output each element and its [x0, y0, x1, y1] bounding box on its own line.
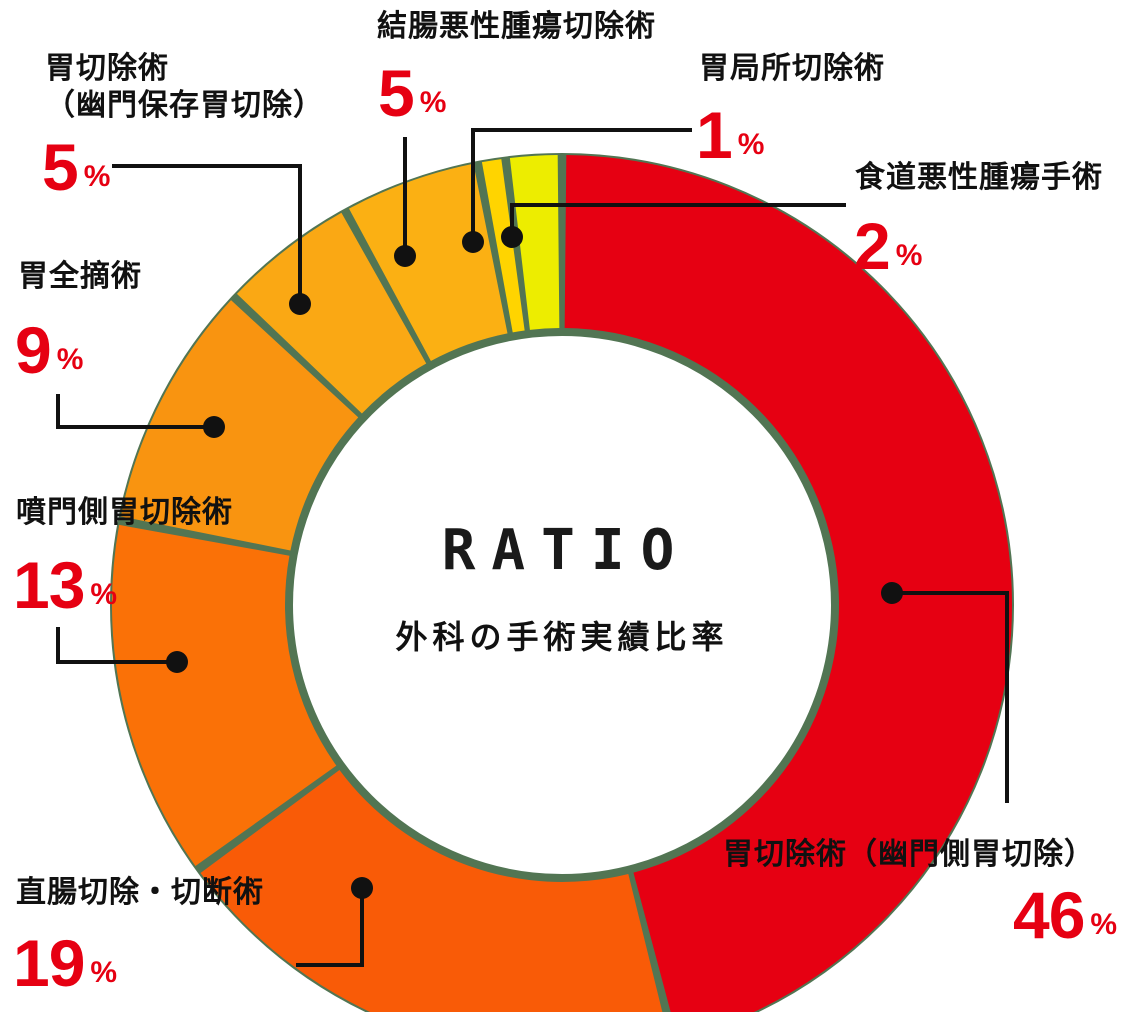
chart-subtitle: 外科の手術実績比率	[395, 619, 729, 655]
callout-label-local-gastrectomy: 胃局所切除術	[699, 52, 885, 85]
callout-label-distal-gastrectomy: 胃切除術（幽門側胃切除）	[723, 838, 1095, 871]
percent-sign: %	[737, 128, 765, 162]
donut-segment-3	[120, 300, 359, 551]
callout-percent-esophageal-tumor-surgery: 2 %	[854, 209, 923, 283]
leader-dot-2	[462, 231, 484, 253]
callout-percent-proximal-gastrectomy: 13 %	[13, 548, 118, 622]
leader-line-2	[471, 128, 692, 242]
donut-segment-0	[564, 155, 1012, 1012]
callout-label-colon-tumor-resection: 結腸悪性腫瘍切除術	[377, 10, 656, 43]
leader-line-4	[56, 394, 214, 429]
callout-percent-colon-tumor-resection: 5 %	[378, 56, 447, 130]
callout-percent-distal-gastrectomy: 46 %	[1013, 878, 1118, 952]
donut-segment-4	[236, 212, 427, 414]
callout-percent-pylorus-preserving-gastrectomy: 5 %	[42, 130, 111, 204]
percent-sign: %	[419, 86, 447, 120]
leader-dot-5	[166, 651, 188, 673]
leader-line-0	[112, 164, 302, 304]
callout-label-proximal-gastrectomy: 噴門側胃切除術	[16, 496, 233, 529]
donut-segment-5	[349, 163, 508, 361]
callout-percent-rectal-resection: 19 %	[13, 926, 118, 1000]
donut-segment-2	[111, 524, 337, 866]
percent-sign: %	[1090, 908, 1118, 942]
leader-dot-0	[289, 293, 311, 315]
leader-dot-1	[394, 245, 416, 267]
leader-line-7	[892, 591, 1009, 803]
leader-line-6	[296, 888, 364, 967]
leader-dot-7	[881, 582, 903, 604]
callout-percent-total-gastrectomy: 9 %	[15, 313, 84, 387]
percent-sign: %	[56, 343, 84, 377]
chart-title: RATIO	[441, 518, 691, 583]
leader-dot-6	[351, 877, 373, 899]
leader-dot-4	[203, 416, 225, 438]
percent-sign: %	[83, 160, 111, 194]
percent-sign: %	[895, 239, 923, 273]
leader-dot-3	[501, 226, 523, 248]
callout-label-total-gastrectomy: 胃全摘術	[18, 260, 142, 293]
donut-segment-1	[200, 769, 663, 1012]
callout-label-esophageal-tumor-surgery: 食道悪性腫瘍手術	[855, 161, 1103, 194]
percent-sign: %	[90, 578, 118, 612]
callout-label-rectal-resection: 直腸切除・切断術	[16, 876, 264, 909]
donut-segment-7	[509, 155, 560, 330]
percent-sign: %	[90, 956, 118, 990]
donut-segment-6	[481, 159, 525, 333]
callout-percent-local-gastrectomy: 1 %	[696, 98, 765, 172]
callout-label-pylorus-preserving-gastrectomy: 胃切除術 （幽門保存胃切除）	[45, 52, 324, 122]
leader-line-5	[56, 627, 177, 664]
